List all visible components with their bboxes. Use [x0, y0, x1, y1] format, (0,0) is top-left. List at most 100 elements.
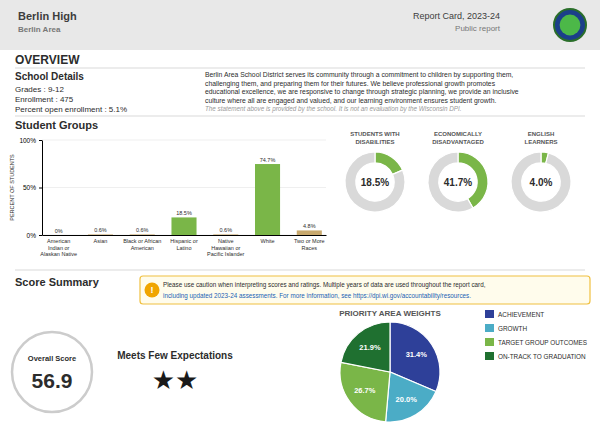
grid — [42, 140, 326, 235]
x-tick: AmericanIndian orAlaskan Native — [40, 238, 77, 257]
slice-label: 31.4% — [406, 350, 428, 359]
x-tick-label-line: American — [47, 238, 70, 244]
caution-line: Please use caution when interpreting sco… — [163, 281, 486, 289]
y-tick-mark — [39, 140, 42, 141]
score-circle — [12, 332, 92, 412]
x-tick: Black or AfricanAmerican — [123, 238, 161, 251]
data-label: 0% — [55, 228, 63, 234]
y-axis-line — [42, 141, 43, 236]
rating-label: Meets Few Expectations — [117, 350, 233, 361]
bar — [130, 234, 155, 235]
chart-title: ECONOMICALLY DISADVANTAGED — [432, 131, 484, 145]
bar — [171, 217, 196, 235]
chart-title: PRIORITY AREA WEIGHTS — [339, 309, 441, 318]
rating-stars: ★★ — [152, 365, 199, 395]
slices — [428, 152, 488, 212]
logo — [554, 9, 586, 41]
chart-title-line: DISADVANTAGED — [432, 139, 484, 145]
bar — [46, 235, 71, 236]
slices — [340, 322, 440, 422]
bar — [255, 164, 280, 235]
data-label: 18.5% — [176, 210, 192, 216]
grid-line — [42, 187, 326, 188]
y-tick-label: 0% — [27, 232, 37, 239]
x-tick-label: White — [260, 238, 274, 244]
legend-swatch — [485, 352, 494, 360]
pie-chart: PRIORITY AREA WEIGHTS31.4%20.0%26.7%21.9… — [339, 309, 587, 422]
center-label: 18.5% — [361, 177, 389, 188]
x-tick-label-line: Latino — [177, 245, 192, 251]
slices — [511, 152, 571, 212]
chart-title-line: ENGLISH — [528, 131, 555, 137]
x-axis-line — [43, 235, 327, 236]
x-tick: Two or MoreRaces — [294, 238, 325, 251]
report-card: Berlin HighBerlin AreaReport Card, 2023-… — [0, 0, 600, 432]
header-title: Berlin High — [18, 10, 77, 22]
data-label: 74.7% — [260, 157, 276, 163]
slice — [511, 152, 571, 212]
header-background — [0, 0, 600, 50]
x-tick-label: Two or MoreRaces — [294, 238, 325, 251]
x-tick-label-line: Asian — [94, 238, 108, 244]
y-tick: 50% — [23, 184, 42, 191]
x-tick-label-line: White — [260, 238, 274, 244]
y-tick: 0% — [27, 232, 42, 239]
data-label: 0.6% — [219, 227, 232, 233]
chart-title-line: LEARNERS — [524, 139, 557, 145]
divider — [15, 270, 585, 271]
score-value: 56.9 — [32, 369, 73, 392]
statement-line: culture where all are engaged and valued… — [205, 97, 496, 105]
detail-line: Grades : 9-12 — [15, 85, 64, 94]
data-label: 4.8% — [303, 223, 316, 229]
slice — [341, 322, 390, 372]
details-title: School Details — [15, 71, 84, 82]
section-title: OVERVIEW — [15, 53, 80, 67]
x-axis: AmericanIndian orAlaskan Native Asian Blac… — [40, 236, 326, 258]
x-tick-label: AmericanIndian orAlaskan Native — [40, 238, 77, 257]
legend-label: ACHIEVEMENT — [498, 311, 544, 318]
x-tick-label: Black or AfricanAmerican — [123, 238, 161, 251]
chart-title: Student Groups — [15, 119, 98, 131]
x-tick-label-line: Two or More — [294, 238, 325, 244]
divider — [15, 116, 585, 117]
chart-title: ENGLISH LEARNERS — [524, 131, 557, 145]
x-tick: White — [260, 238, 274, 244]
x-tick-label: Asian — [94, 238, 108, 244]
statement-line: Berlin Area School District serves its c… — [205, 71, 513, 79]
y-tick-label: 50% — [23, 184, 36, 191]
legend-label: ON-TRACK TO GRADUATION — [498, 353, 586, 360]
detail-line: Enrollment : 475 — [15, 95, 74, 104]
chart-title-line: STUDENTS WITH — [350, 131, 399, 137]
grid-line — [42, 140, 326, 141]
y-tick-label: 100% — [19, 137, 36, 144]
x-tick-label-line: Hispanic or — [170, 238, 198, 244]
donut-chart: STUDENTS WITH DISABILITIES 18.5% — [345, 131, 405, 212]
caution-line: including updated 2023-24 assessments. F… — [163, 292, 471, 300]
slice — [345, 152, 405, 212]
chart-title-line: ECONOMICALLY — [434, 131, 482, 137]
y-tick-mark — [39, 235, 42, 236]
legend-swatch — [485, 310, 494, 318]
x-tick-label-line: Pacific Islander — [207, 251, 244, 257]
x-tick-label-line: Alaskan Native — [40, 251, 77, 257]
x-tick-label-line: Black or African — [123, 238, 161, 244]
x-tick-label-line: Native — [218, 238, 234, 244]
center-label: 4.0% — [530, 177, 553, 188]
bar — [297, 230, 322, 235]
slice-label: 26.7% — [354, 386, 376, 395]
slice — [386, 372, 436, 422]
score-label: Overall Score — [28, 354, 76, 363]
bars — [88, 164, 322, 235]
report-title: Report Card, 2023-24 — [413, 11, 500, 21]
data-labels: 0%0.6%0.6%18.5%0.6%74.7%4.8% — [55, 157, 316, 234]
statement-line: challenging them, and preparing them for… — [205, 80, 496, 88]
slice — [428, 152, 473, 212]
slice-label: 21.9% — [359, 343, 381, 352]
caution-icon: ! — [151, 285, 154, 295]
x-tick-label-line: American — [131, 245, 154, 251]
donut-chart: ECONOMICALLYDISADVANTAGED41.7% — [428, 131, 488, 212]
chart-title-line: DISABILITIES — [355, 139, 394, 145]
chart-title: STUDENTS WITH DISABILITIES — [350, 131, 399, 145]
legend-label: TARGET GROUP OUTCOMES — [498, 339, 587, 346]
legend-swatch — [485, 338, 494, 346]
